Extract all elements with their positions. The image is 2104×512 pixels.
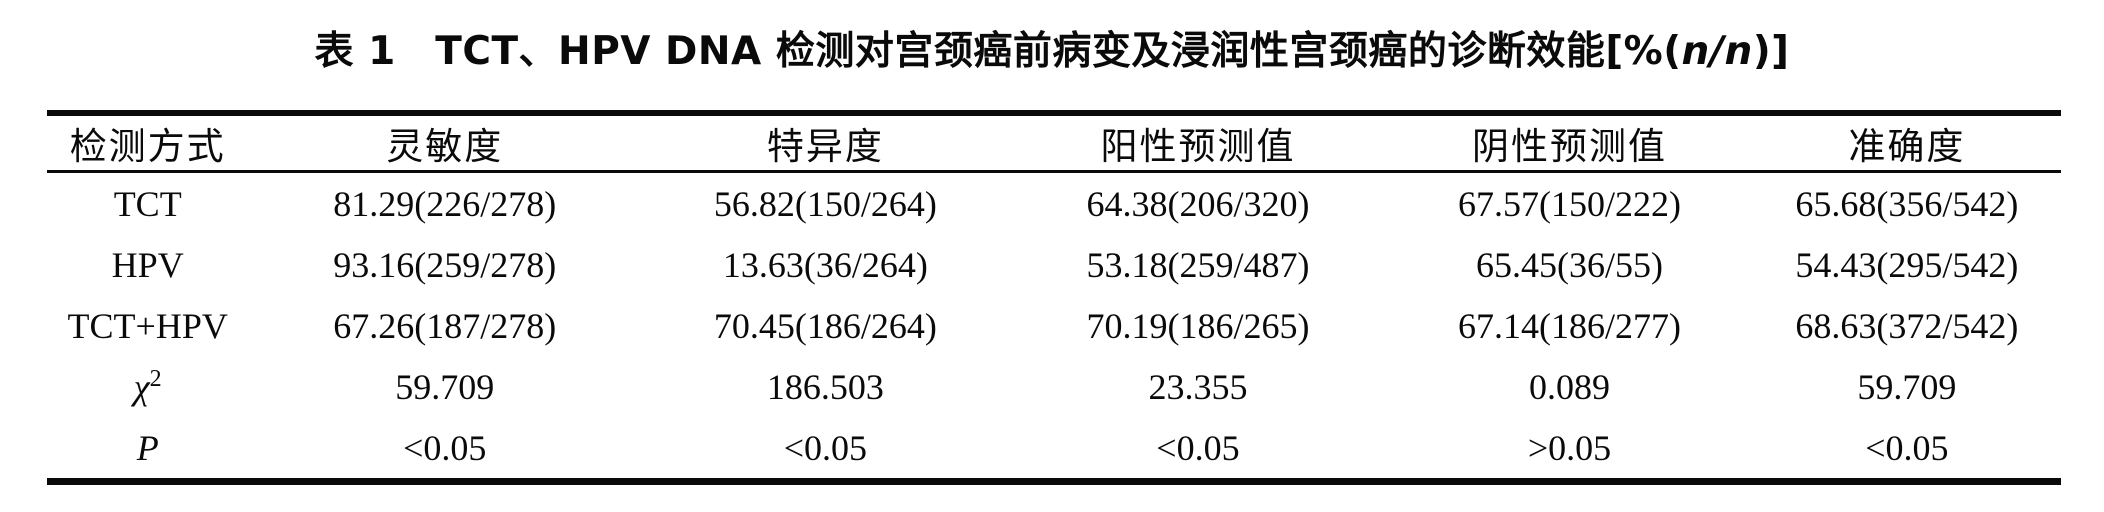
cell-hpv-ppv: 53.18(259/487) (1086, 244, 1310, 285)
header-specificity: 特异度 (641, 113, 1010, 173)
cell-hpv-npv: 65.45(36/55) (1476, 244, 1664, 285)
cell-hpv-accuracy: 54.43(295/542) (1795, 244, 2019, 285)
header-sensitivity: 灵敏度 (248, 113, 642, 173)
cell-hpv-specificity: 13.63(36/264) (722, 244, 928, 285)
diagnostic-efficacy-table: 检测方式 灵敏度 特异度 阳性预测值 阴性预测值 准确度 TCT 81.29(2… (47, 110, 2061, 485)
header-accuracy: 准确度 (1752, 113, 2061, 173)
cell-combo-accuracy: 68.63(372/542) (1795, 305, 2019, 346)
chi-square-exponent: 2 (149, 365, 162, 392)
table-title: 表 1 TCT、HPV DNA 检测对宫颈癌前病变及浸润性宫颈癌的诊断效能[%(… (0, 20, 2104, 76)
header-detection-method: 检测方式 (47, 113, 249, 173)
cell-chi-npv: 0.089 (1529, 366, 1611, 407)
header-row: 检测方式 灵敏度 特异度 阳性预测值 阴性预测值 准确度 (47, 113, 2061, 173)
table-row-chi-square: χ2 59.709 186.503 23.355 0.089 59.709 (47, 356, 2061, 417)
cell-chi-sensitivity: 59.709 (395, 366, 495, 407)
cell-chi-accuracy: 59.709 (1857, 366, 1957, 407)
table-title-suffix: )] (1752, 29, 1790, 74)
table-row-tct-plus-hpv: TCT+HPV 67.26(187/278) 70.45(186/264) 70… (47, 295, 2061, 356)
cell-p-ppv: <0.05 (1156, 427, 1240, 468)
cell-combo-specificity: 70.45(186/264) (713, 305, 937, 346)
row-label-tct: TCT (113, 183, 182, 224)
cell-tct-sensitivity: 81.29(226/278) (333, 183, 557, 224)
table-title-text: 表 1 TCT、HPV DNA 检测对宫颈癌前病变及浸润性宫颈癌的诊断效能[%( (314, 29, 1682, 74)
cell-hpv-sensitivity: 93.16(259/278) (333, 244, 557, 285)
table-row-p-value: P <0.05 <0.05 <0.05 >0.05 <0.05 (47, 417, 2061, 482)
header-npv: 阴性预测值 (1386, 113, 1753, 173)
cell-chi-ppv: 23.355 (1148, 366, 1248, 407)
row-label-chi-square: χ2 (47, 356, 248, 417)
table-row-hpv: HPV 93.16(259/278) 13.63(36/264) 53.18(2… (47, 234, 2061, 295)
cell-combo-npv: 67.14(186/277) (1458, 305, 1682, 346)
cell-chi-specificity: 186.503 (766, 366, 884, 407)
cell-tct-specificity: 56.82(150/264) (713, 183, 937, 224)
cell-p-sensitivity: <0.05 (403, 427, 487, 468)
cell-combo-sensitivity: 67.26(187/278) (333, 305, 557, 346)
row-label-p-value: P (136, 427, 159, 468)
cell-p-specificity: <0.05 (783, 427, 868, 468)
cell-p-npv: >0.05 (1527, 427, 1612, 468)
cell-p-accuracy: <0.05 (1865, 427, 1949, 468)
cell-tct-npv: 67.57(150/222) (1458, 183, 1682, 224)
table-row-tct: TCT 81.29(226/278) 56.82(150/264) 64.38(… (47, 172, 2061, 235)
cell-combo-ppv: 70.19(186/265) (1086, 305, 1310, 346)
header-ppv: 阳性预测值 (1009, 113, 1387, 173)
table-title-nn-italic: n/n (1681, 29, 1753, 74)
row-label-hpv: HPV (111, 244, 184, 285)
cell-tct-accuracy: 65.68(356/542) (1795, 183, 2019, 224)
cell-tct-ppv: 64.38(206/320) (1086, 183, 1310, 224)
row-label-tct-plus-hpv: TCT+HPV (67, 305, 228, 346)
chi-symbol: χ (133, 366, 150, 407)
